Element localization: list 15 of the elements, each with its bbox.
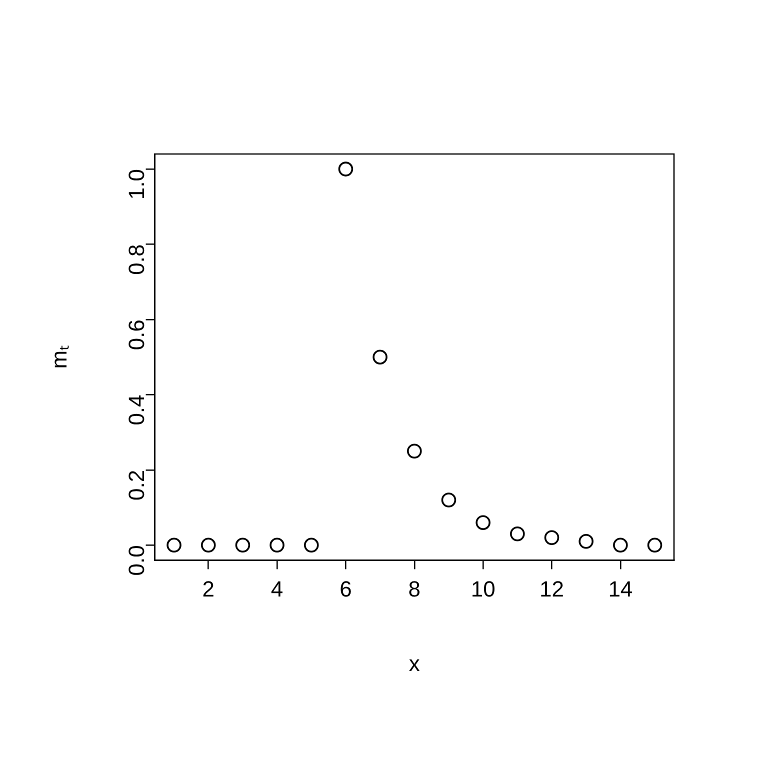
y-tick-label: 0.2 [124,470,149,501]
x-tick-label: 2 [202,576,214,602]
y-tick-label: 0.0 [124,545,149,576]
x-tick-label: 4 [270,576,284,602]
y-axis-title: mₜ [46,345,72,369]
y-tick-label: 0.6 [124,319,149,350]
y-tick-label: 0.4 [124,394,149,426]
y-tick-label: 1.0 [124,169,149,200]
x-tick-label: 8 [408,576,421,602]
y-tick-label: 0.8 [124,244,149,275]
x-tick-label: 10 [470,576,496,602]
x-tick-label: 14 [608,576,633,602]
x-tick-label: 12 [540,576,564,602]
x-tick-label: 6 [340,576,352,602]
x-axis-title: x [408,650,420,676]
